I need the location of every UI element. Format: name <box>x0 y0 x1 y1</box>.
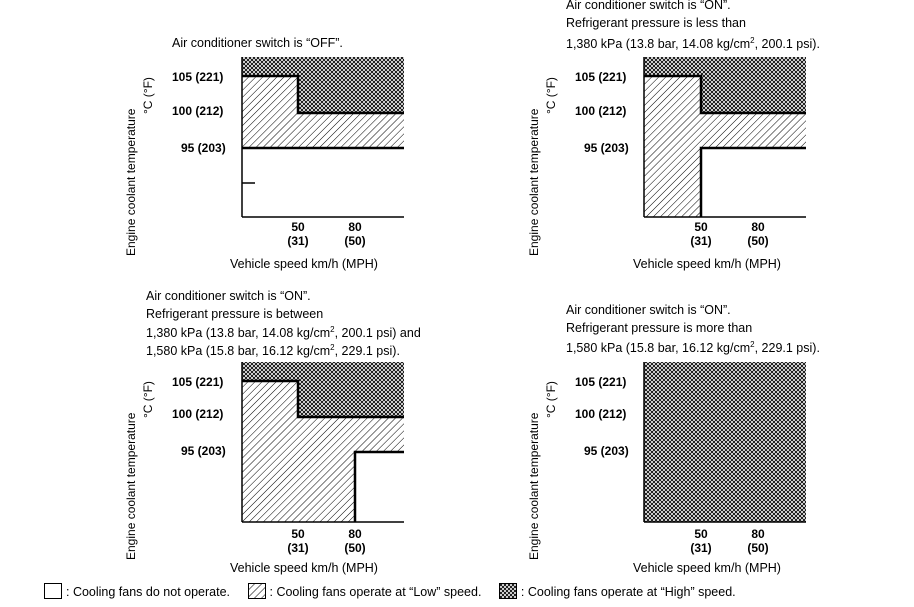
boundary-line <box>242 74 404 115</box>
x-tick-80: 80 (50) <box>344 220 366 248</box>
panel-title-line-4: 1,580 kPa (15.8 bar, 16.12 kg/cm2, 229.1… <box>146 343 400 359</box>
high-speed-region <box>644 362 806 522</box>
x-tick-50: 50 (31) <box>690 220 712 248</box>
panel-ac-on-high-pressure: Air conditioner switch is “ON”. Refriger… <box>0 0 820 575</box>
x-tick-50: 50 (31) <box>287 527 309 555</box>
boundary-line <box>699 146 806 217</box>
boundary-line <box>242 379 404 419</box>
y-tick-105: 105 (221) <box>172 70 224 84</box>
panel-title-line-3: 1,380 kPa (13.8 bar, 14.08 kg/cm2, 200.1… <box>566 36 820 52</box>
x-tick-80: 80 (50) <box>747 220 769 248</box>
x-axis-label: Vehicle speed km/h (MPH) <box>230 561 378 575</box>
x-axis-label: Vehicle speed km/h (MPH) <box>633 561 781 575</box>
legend-low: : Cooling fans operate at “Low” speed. <box>247 583 481 599</box>
x-tick-50: 50 (31) <box>690 527 712 555</box>
legend-off: : Cooling fans do not operate. <box>44 583 230 599</box>
x-axis-label: Vehicle speed km/h (MPH) <box>230 257 378 271</box>
low-speed-region <box>242 381 404 522</box>
boundary-line <box>644 74 806 115</box>
y-tick-100: 100 (212) <box>172 407 224 421</box>
high-speed-region <box>242 362 404 417</box>
y-tick-95: 95 (203) <box>181 444 226 458</box>
panel-title-line-1: Air conditioner switch is “ON”. <box>566 303 731 317</box>
y-tick-95: 95 (203) <box>181 141 226 155</box>
legend: : Cooling fans do not operate. : Cooling… <box>44 583 750 599</box>
panel-ac-off: Air conditioner switch is “OFF”. Engine … <box>0 0 457 290</box>
panel-title: Air conditioner switch is “OFF”. <box>172 36 343 50</box>
legend-high: : Cooling fans operate at “High” speed. <box>498 583 736 599</box>
legend-swatch-cross <box>498 583 517 599</box>
y-tick-95: 95 (203) <box>584 444 629 458</box>
boundary-line <box>353 450 404 522</box>
panel-title-line-2: Refrigerant pressure is between <box>146 307 324 321</box>
chart-ac-on-mid-pressure <box>241 362 404 523</box>
x-tick-50: 50 (31) <box>287 220 309 248</box>
y-tick-105: 105 (221) <box>575 70 627 84</box>
panel-title-line-2: Refrigerant pressure is less than <box>566 16 746 30</box>
panel-title-line-1: Air conditioner switch is “ON”. <box>146 289 311 303</box>
y-tick-100: 100 (212) <box>575 104 627 118</box>
y-tick-100: 100 (212) <box>575 407 627 421</box>
panel-title-line-1: Air conditioner switch is “ON”. <box>566 0 731 12</box>
chart-ac-on-low-pressure <box>643 57 806 218</box>
x-axis-label: Vehicle speed km/h (MPH) <box>633 257 781 271</box>
panel-title-line-3: 1,380 kPa (13.8 bar, 14.08 kg/cm2, 200.1… <box>146 325 421 341</box>
y-tick-95: 95 (203) <box>584 141 629 155</box>
y-tick-105: 105 (221) <box>172 375 224 389</box>
low-speed-region <box>644 76 806 217</box>
legend-swatch-hatch <box>247 583 266 599</box>
y-tick-100: 100 (212) <box>172 104 224 118</box>
panel-title-line-2: Refrigerant pressure is more than <box>566 321 753 335</box>
chart-ac-off <box>241 57 404 218</box>
panel-ac-on-low-pressure: Air conditioner switch is “ON”. Refriger… <box>0 0 820 290</box>
legend-swatch-blank <box>44 583 62 599</box>
low-speed-region <box>242 76 404 148</box>
high-speed-region <box>242 57 404 113</box>
panel-ac-on-mid-pressure: Air conditioner switch is “ON”. Refriger… <box>0 0 457 575</box>
panel-title-line-3: 1,580 kPa (15.8 bar, 16.12 kg/cm2, 229.1… <box>566 340 820 356</box>
x-tick-80: 80 (50) <box>344 527 366 555</box>
x-tick-80: 80 (50) <box>747 527 769 555</box>
high-speed-region <box>644 57 806 113</box>
y-tick-105: 105 (221) <box>575 375 627 389</box>
